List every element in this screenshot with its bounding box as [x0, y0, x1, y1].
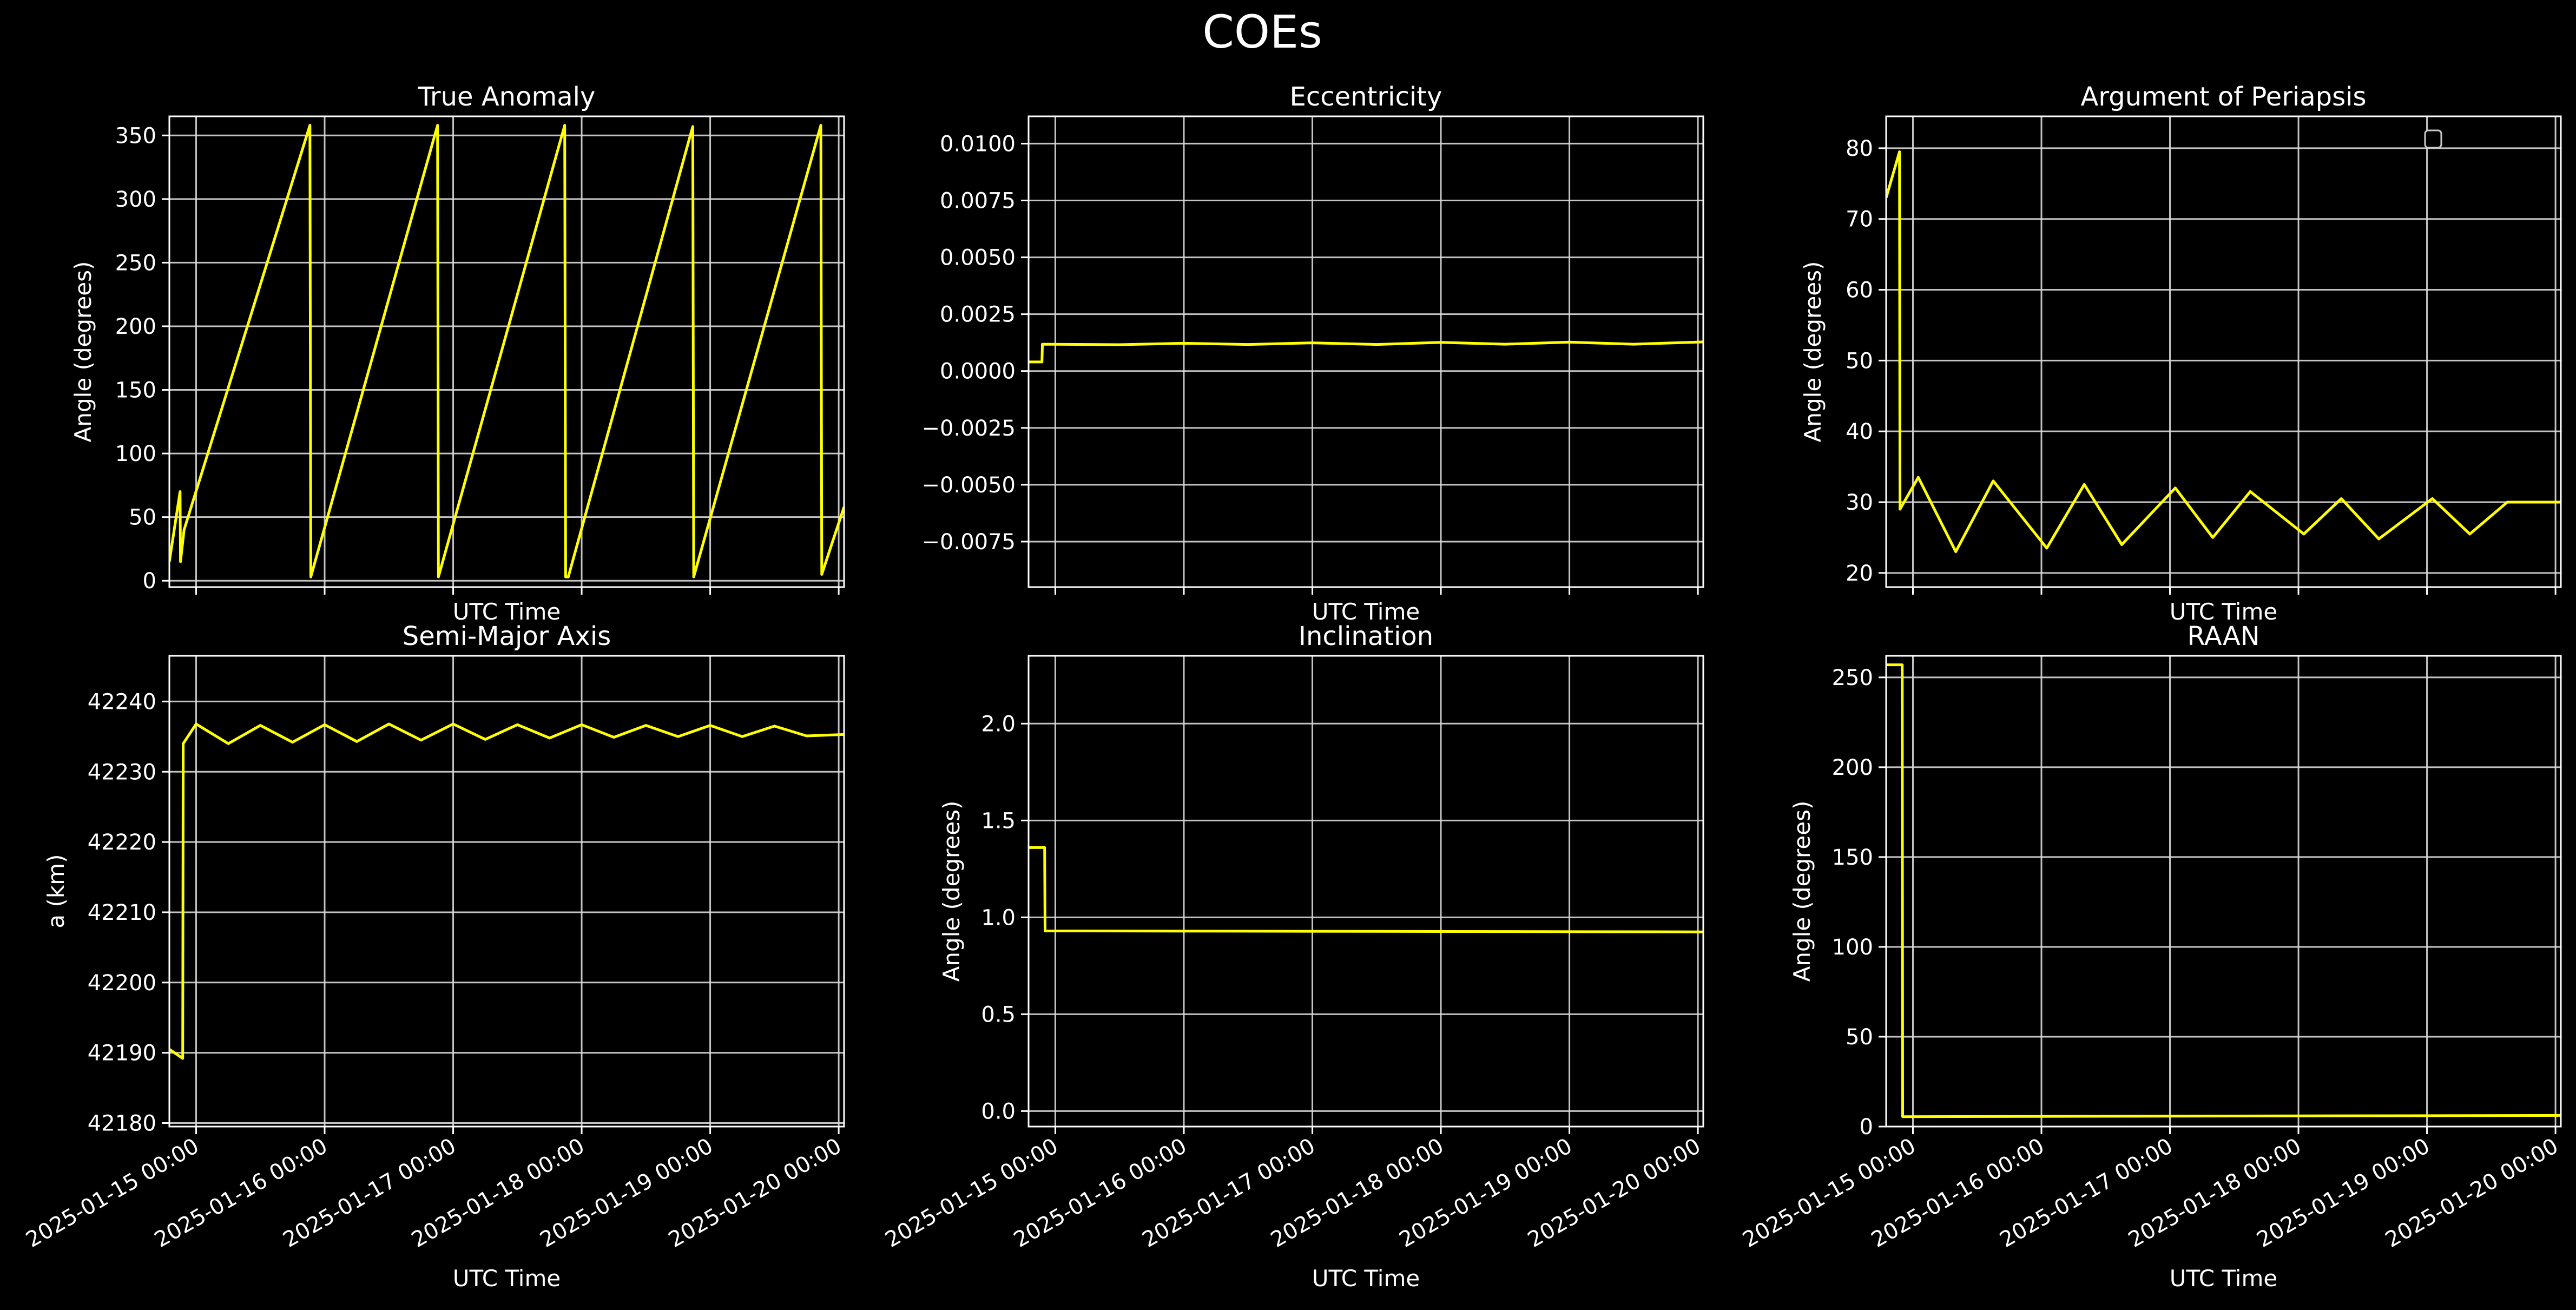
x-axis-label: UTC Time — [2170, 598, 2277, 625]
y-tick-label: 60 — [1846, 278, 1873, 303]
y-tick-label: 200 — [1832, 755, 1873, 780]
series-line-raan — [1886, 663, 2561, 1118]
y-tick-label: 100 — [1832, 935, 1873, 960]
y-tick-label: 42180 — [88, 1111, 156, 1136]
y-tick-label: 0.5 — [981, 1002, 1016, 1027]
subplot-argument-of-periapsis: 20 30 40 50 60 70 80 Argument of Periapsis UTC T… — [1800, 82, 2562, 625]
y-axis-label: Angle (degrees) — [1800, 261, 1826, 443]
y-tick-label: 80 — [1846, 136, 1873, 161]
axes-frame — [168, 655, 845, 1128]
series-line-inclination — [1029, 846, 1703, 933]
axes-frame — [168, 115, 845, 588]
y-tick-label: 300 — [115, 187, 156, 212]
y-tick-label: −0.0025 — [922, 416, 1016, 441]
axes-frame — [1885, 655, 2562, 1128]
subplot-eccentricity: −0.0075 −0.0050 −0.0025 0.0000 0.0025 0.0050 0… — [922, 82, 1704, 625]
y-tick-label: 200 — [115, 314, 156, 339]
y-axis-label: a (km) — [43, 854, 69, 928]
y-tick-label: 150 — [115, 378, 156, 403]
y-tick-label: 30 — [1846, 490, 1873, 515]
y-tick-label: −0.0050 — [922, 473, 1016, 498]
subplot-title: RAAN — [2187, 621, 2259, 651]
y-tick-label: 250 — [1832, 666, 1873, 690]
y-tick-label: 1.0 — [981, 905, 1016, 930]
y-tick-label: 42220 — [88, 830, 156, 855]
y-tick-label: 150 — [1832, 845, 1873, 870]
y-axis-label: Angle (degrees) — [938, 801, 965, 982]
y-tick-label: 0 — [143, 569, 156, 594]
x-axis-label: UTC Time — [1312, 1265, 1420, 1292]
figure-title: COEs — [1202, 5, 1322, 58]
y-tick-label: 0.0000 — [940, 359, 1016, 384]
y-tick-label: 20 — [1846, 561, 1873, 586]
subplot-title: Eccentricity — [1290, 82, 1442, 112]
subplot-true-anomaly: 0 50 100 150 200 250 300 350 True Anomaly UTC Tim… — [70, 82, 845, 625]
legend-box — [2424, 129, 2442, 149]
y-tick-label: 42200 — [88, 971, 156, 996]
y-tick-label: 50 — [129, 505, 156, 530]
y-tick-label: 350 — [115, 123, 156, 148]
y-tick-label: 42190 — [88, 1041, 156, 1066]
y-tick-label: 0.0025 — [940, 302, 1016, 327]
series-line-true-anomaly — [169, 124, 844, 578]
series-line-argument-of-periapsis — [1886, 150, 2561, 554]
series-line-semi-major-axis — [169, 722, 844, 1060]
y-axis-label: Angle (degrees) — [1789, 801, 1815, 982]
y-tick-label: 250 — [115, 251, 156, 275]
y-tick-label: 50 — [1846, 1025, 1873, 1050]
x-axis-label: UTC Time — [453, 1265, 561, 1292]
y-axis-label: Angle (degrees) — [70, 261, 96, 443]
y-tick-label: 42240 — [88, 689, 156, 714]
series-line-eccentricity — [1029, 340, 1703, 364]
y-tick-label: 0.0100 — [940, 131, 1016, 156]
x-axis-label: UTC Time — [1312, 598, 1420, 625]
y-tick-label: 100 — [115, 442, 156, 466]
y-tick-label: 70 — [1846, 207, 1873, 232]
y-tick-label: 42230 — [88, 760, 156, 785]
subplot-title: Semi-Major Axis — [403, 621, 611, 651]
axes-frame — [1027, 655, 1704, 1128]
x-axis-label: UTC Time — [2170, 1265, 2277, 1292]
y-tick-label: 42210 — [88, 900, 156, 925]
y-tick-label: 50 — [1846, 348, 1873, 373]
y-tick-label: 1.5 — [981, 808, 1016, 833]
x-axis-label: UTC Time — [453, 598, 561, 625]
subplot-title: True Anomaly — [418, 82, 596, 112]
y-tick-label: 0.0050 — [940, 246, 1016, 271]
axes-frame — [1885, 115, 2562, 588]
y-tick-label: 0.0 — [981, 1099, 1016, 1124]
subplot-title: Argument of Periapsis — [2081, 82, 2367, 112]
subplot-title: Inclination — [1299, 621, 1433, 651]
y-tick-label: 0 — [1860, 1115, 1873, 1140]
y-tick-label: −0.0075 — [922, 530, 1016, 555]
y-tick-label: 0.0075 — [940, 189, 1016, 214]
y-tick-label: 2.0 — [981, 712, 1016, 736]
axes-frame — [1027, 115, 1704, 588]
y-tick-label: 40 — [1846, 419, 1873, 444]
